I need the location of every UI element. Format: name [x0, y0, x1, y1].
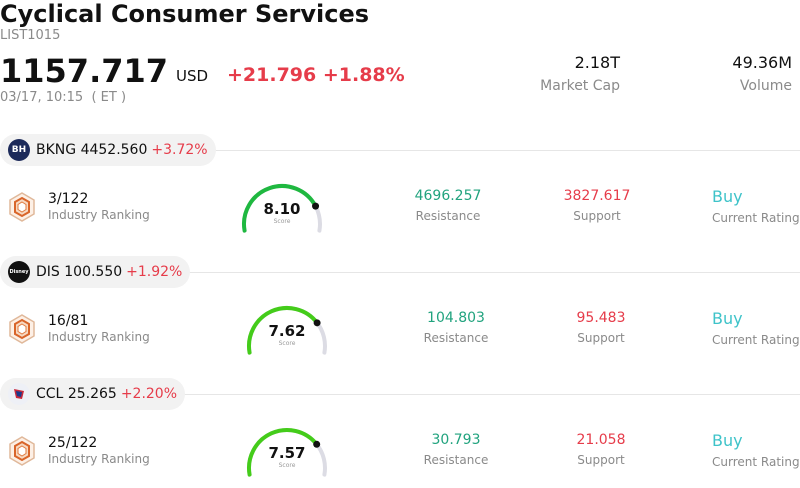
currency-label: USD	[176, 67, 209, 85]
support-value: 21.058	[576, 432, 626, 448]
stock-change: +3.72%	[151, 142, 208, 158]
industry-ranking-label: Industry Ranking	[48, 208, 150, 222]
score-gauge	[242, 183, 322, 233]
current-rating-value[interactable]: Buy	[712, 309, 743, 328]
resistance-value: 30.793	[431, 432, 481, 448]
stock-change: +2.20%	[120, 386, 178, 402]
score-value: 7.62	[268, 322, 306, 340]
row-divider	[0, 150, 800, 151]
current-rating-label: Current Rating	[712, 211, 800, 225]
company-logo-icon: BH	[8, 139, 30, 161]
stock-chip[interactable]: BH BKNG 4452.560 +3.72%	[0, 134, 216, 166]
score-gauge	[247, 427, 327, 477]
stock-price: 100.550	[64, 264, 123, 280]
gauge-fill	[242, 184, 318, 233]
index-change: +21.796 +1.88%	[227, 64, 405, 86]
support-value: 95.483	[576, 310, 626, 326]
index-price: 1157.717	[0, 52, 169, 90]
stock-change: +1.92%	[126, 264, 183, 280]
current-rating-value[interactable]: Buy	[712, 431, 743, 450]
score-value: 7.57	[268, 444, 306, 462]
current-rating-label: Current Rating	[712, 333, 800, 347]
ranking-hexagon-icon	[9, 192, 35, 222]
gauge-fill	[247, 428, 319, 477]
market-cap-value: 2.18T	[574, 53, 620, 72]
ticker: CCL	[36, 386, 64, 402]
current-rating-value[interactable]: Buy	[712, 187, 743, 206]
resistance-value: 104.803	[427, 310, 485, 326]
score-value: 8.10	[263, 200, 301, 218]
row-divider	[0, 394, 800, 395]
volume-value: 49.36M	[732, 53, 792, 72]
ranking-hexagon-icon	[9, 436, 35, 466]
gauge-fill	[247, 306, 320, 355]
industry-ranking-value: 3/122	[48, 191, 89, 207]
industry-ranking-value: 25/122	[48, 435, 98, 451]
stock-chip[interactable]: Disney DIS 100.550 +1.92%	[0, 256, 191, 288]
score-label: Score	[278, 462, 296, 469]
timestamp: 03/17, 10:15 ( ET )	[0, 90, 127, 105]
support-value: 3827.617	[563, 188, 631, 204]
gauge-marker	[313, 440, 321, 448]
score-label: Score	[278, 340, 296, 347]
company-logo-icon	[8, 383, 30, 405]
industry-ranking-value: 16/81	[48, 313, 89, 329]
score-label: Score	[273, 218, 291, 225]
resistance-value: 4696.257	[414, 188, 482, 204]
ticker: BKNG	[36, 142, 77, 158]
industry-ranking-label: Industry Ranking	[48, 330, 150, 344]
ranking-hexagon-icon	[9, 314, 35, 344]
resistance-label: Resistance	[423, 331, 489, 345]
current-rating-label: Current Rating	[712, 455, 800, 469]
list-code: LIST1015	[0, 28, 61, 43]
ticker: DIS	[36, 264, 60, 280]
resistance-label: Resistance	[415, 209, 481, 223]
support-label: Support	[573, 209, 621, 223]
company-logo-icon: Disney	[8, 261, 30, 283]
score-gauge	[247, 305, 327, 355]
gauge-marker	[312, 202, 320, 210]
stock-price: 4452.560	[80, 142, 148, 158]
resistance-label: Resistance	[423, 453, 489, 467]
support-label: Support	[577, 331, 625, 345]
stock-price: 25.265	[67, 386, 117, 402]
volume-label: Volume	[739, 78, 792, 94]
gauge-marker	[313, 319, 321, 327]
row-divider	[0, 272, 800, 273]
support-label: Support	[577, 453, 625, 467]
page-title: Cyclical Consumer Services	[0, 0, 370, 28]
market-cap-label: Market Cap	[540, 78, 620, 94]
industry-ranking-label: Industry Ranking	[48, 452, 150, 466]
stock-chip[interactable]: CCL 25.265 +2.20%	[0, 378, 186, 410]
